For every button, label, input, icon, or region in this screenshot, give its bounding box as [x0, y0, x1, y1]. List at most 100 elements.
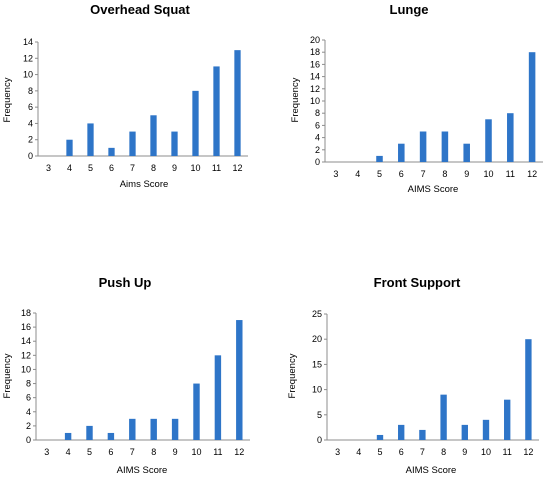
x-tick-label: 10 — [190, 163, 200, 173]
x-tick-label: 5 — [88, 163, 93, 173]
y-tick-label: 16 — [310, 59, 320, 69]
x-tick-label: 9 — [173, 447, 178, 457]
y-axis-label: Frequency — [287, 353, 298, 398]
bar-push-up-8 — [150, 418, 157, 440]
bar-push-up-7 — [129, 418, 136, 440]
bar-overhead-squat-10 — [192, 90, 199, 156]
bar-overhead-squat-9 — [171, 131, 178, 156]
x-tick-label: 4 — [66, 447, 71, 457]
y-tick-label: 8 — [26, 379, 31, 389]
y-tick-label: 18 — [310, 47, 320, 57]
bar-lunge-6 — [398, 143, 405, 162]
x-tick-label: 8 — [442, 169, 447, 179]
chart-push-up: Push Up 0 2 4 6 8 10 12 14 16 18 3 4 5 6 7 8 9 10 11 12 AIMS … — [0, 268, 275, 477]
x-tick-label: 12 — [232, 163, 242, 173]
bar-overhead-squat-5 — [87, 123, 94, 156]
bar-push-up-9 — [171, 418, 179, 440]
chart-overhead-squat: Overhead Squat 0 2 4 6 8 10 12 14 3 4 5 6 7 8 9 10 11 12 Ai… — [0, 0, 275, 200]
x-tick-label: 10 — [191, 447, 201, 457]
y-tick-label: 0 — [26, 435, 31, 445]
chart-title-front-support: Front Support — [374, 275, 461, 290]
bar-lunge-8 — [441, 131, 449, 162]
bar-overhead-squat-4 — [66, 139, 73, 156]
x-tick-label: 6 — [399, 447, 404, 457]
bar-lunge-5 — [376, 155, 383, 162]
x-tick-label: 11 — [213, 447, 222, 457]
chart-lunge: Lunge 0 2 4 6 8 10 12 14 16 18 20 3 4 5 6 7 8 9 10 11 12 AIMS … — [275, 0, 550, 200]
y-tick-label: 14 — [23, 37, 33, 47]
y-tick-label: 8 — [315, 108, 320, 118]
y-tick-label: 12 — [310, 84, 320, 94]
x-tick-label: 11 — [506, 169, 515, 179]
y-tick-label: 10 — [310, 96, 320, 106]
y-tick-label: 2 — [315, 145, 320, 155]
chart-svg-lunge: Lunge 0 2 4 6 8 10 12 14 16 18 20 3 4 5 6 7 8 9 10 11 12 AIMS … — [290, 2, 543, 195]
x-tick-label: 6 — [108, 447, 113, 457]
x-tick-label: 12 — [527, 169, 537, 179]
bar-lunge-12 — [528, 52, 536, 163]
chart-front-support: Front Support 0 5 10 15 20 25 3 4 5 6 7 8 9 10 11 12 AIMS… — [275, 268, 550, 477]
bar-push-up-5 — [86, 425, 93, 440]
x-tick-label: 6 — [109, 163, 114, 173]
x-tick-label: 3 — [333, 169, 338, 179]
bar-front-support-9 — [461, 424, 468, 440]
bar-overhead-squat-8 — [150, 115, 157, 156]
bar-overhead-squat-6 — [108, 147, 115, 156]
y-tick-label: 16 — [21, 322, 31, 332]
y-tick-label: 14 — [310, 72, 320, 82]
x-axis-label: Aims Score — [120, 179, 169, 190]
y-tick-label: 2 — [28, 135, 33, 145]
y-axis-label: Frequency — [290, 77, 301, 122]
y-tick-label: 10 — [21, 364, 31, 374]
bar-lunge-7 — [419, 131, 427, 162]
y-tick-label: 5 — [317, 410, 322, 420]
x-tick-label: 4 — [356, 447, 361, 457]
bar-front-support-11 — [504, 399, 511, 440]
y-tick-label: 25 — [312, 309, 322, 319]
y-tick-label: 4 — [26, 407, 31, 417]
x-tick-label: 7 — [130, 163, 135, 173]
y-tick-label: 18 — [21, 308, 31, 318]
x-tick-label: 4 — [67, 163, 72, 173]
y-tick-label: 20 — [310, 35, 320, 45]
y-tick-label: 4 — [315, 133, 320, 143]
bar-lunge-9 — [463, 143, 470, 162]
bar-front-support-6 — [398, 424, 405, 440]
bar-front-support-12 — [525, 339, 532, 440]
y-tick-label: 0 — [28, 151, 33, 161]
x-tick-label: 10 — [483, 169, 493, 179]
x-tick-label: 7 — [420, 447, 425, 457]
x-tick-label: 7 — [421, 169, 426, 179]
bar-front-support-10 — [482, 419, 490, 440]
x-tick-label: 8 — [151, 163, 156, 173]
bar-push-up-11 — [214, 355, 222, 440]
x-tick-label: 8 — [441, 447, 446, 457]
bar-front-support-5 — [376, 434, 384, 440]
y-tick-label: 15 — [312, 359, 322, 369]
bar-lunge-11 — [507, 113, 514, 162]
chart-svg-overhead-squat: Overhead Squat 0 2 4 6 8 10 12 14 3 4 5 6 7 8 9 10 11 12 Ai… — [2, 2, 248, 190]
y-tick-label: 12 — [23, 53, 33, 63]
x-tick-label: 6 — [399, 169, 404, 179]
y-tick-label: 8 — [28, 86, 33, 96]
x-tick-label: 9 — [462, 447, 467, 457]
bar-front-support-7 — [419, 429, 426, 440]
y-tick-label: 2 — [26, 421, 31, 431]
x-tick-label: 7 — [130, 447, 135, 457]
y-tick-label: 6 — [28, 102, 33, 112]
x-tick-label: 3 — [44, 447, 49, 457]
x-tick-label: 5 — [377, 169, 382, 179]
bar-overhead-squat-11 — [213, 66, 220, 156]
y-tick-label: 0 — [317, 435, 322, 445]
y-tick-label: 6 — [315, 120, 320, 130]
x-axis-label: AIMS Score — [408, 184, 459, 195]
x-tick-label: 9 — [464, 169, 469, 179]
y-tick-label: 12 — [21, 350, 31, 360]
bar-lunge-10 — [485, 119, 492, 162]
bar-overhead-squat-12 — [234, 50, 241, 157]
y-tick-label: 20 — [312, 334, 322, 344]
chart-title-lunge: Lunge — [390, 2, 429, 17]
bar-push-up-12 — [236, 320, 243, 440]
x-tick-label: 5 — [377, 447, 382, 457]
y-tick-label: 6 — [26, 393, 31, 403]
